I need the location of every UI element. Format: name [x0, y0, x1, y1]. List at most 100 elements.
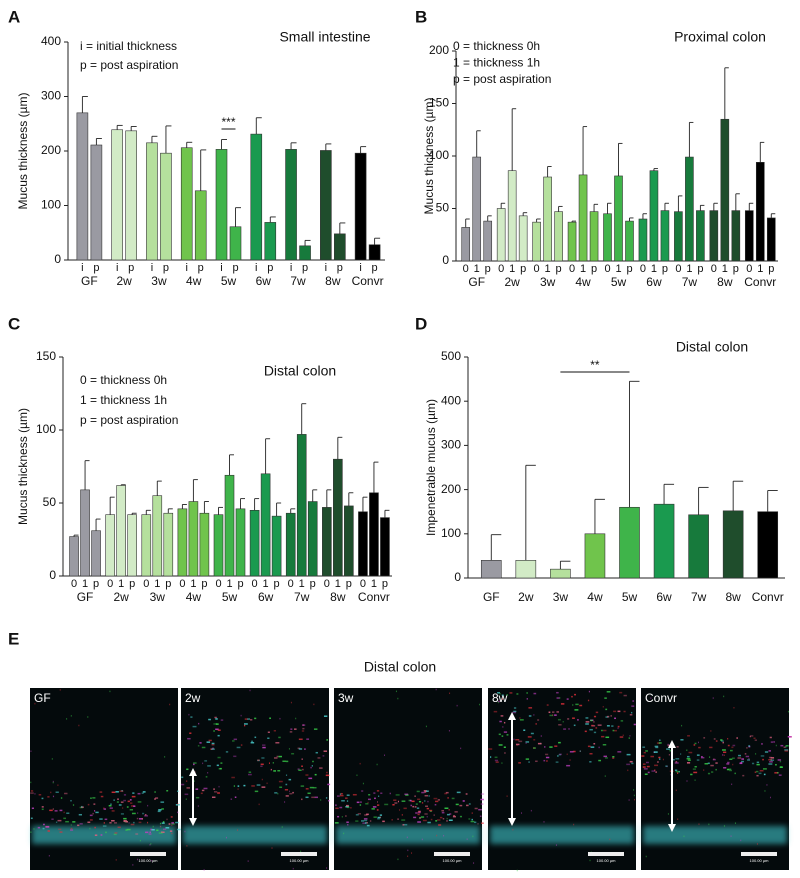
bar-sub-label: i — [151, 262, 153, 274]
speckle — [111, 810, 115, 812]
speckle — [377, 816, 381, 819]
speckle — [642, 763, 646, 765]
speckle — [715, 768, 717, 771]
speckle — [656, 742, 661, 744]
speckle — [499, 692, 501, 695]
speckle — [260, 765, 263, 768]
speckle — [577, 719, 579, 721]
speckle — [217, 792, 220, 794]
speckle — [114, 832, 118, 834]
bar — [472, 156, 482, 262]
scale-bar — [281, 852, 317, 856]
speckle — [156, 829, 159, 832]
speckle — [688, 751, 693, 754]
speckle — [190, 716, 193, 718]
speckle — [678, 770, 680, 773]
speckle — [713, 758, 715, 760]
speckle — [159, 825, 162, 828]
x-tick-label: 7w — [290, 274, 306, 288]
speckle — [527, 736, 532, 738]
speckle — [123, 820, 125, 822]
speckle — [572, 704, 574, 706]
speckle — [63, 817, 67, 820]
speckle — [701, 756, 705, 759]
speckle — [665, 765, 668, 767]
speckle — [70, 799, 72, 802]
speckle — [397, 800, 399, 803]
speckle — [356, 774, 358, 777]
speckle — [306, 738, 310, 740]
speckle — [111, 820, 115, 822]
speckle — [151, 859, 153, 862]
speckle — [305, 796, 309, 799]
speckle — [220, 719, 224, 721]
speckle — [290, 701, 292, 704]
speckle — [215, 723, 219, 725]
speckle — [92, 797, 96, 799]
speckle — [406, 836, 408, 839]
speckle — [133, 821, 135, 824]
speckle — [675, 761, 678, 763]
speckle — [37, 826, 41, 829]
speckle — [366, 824, 370, 827]
speckle — [43, 823, 45, 826]
bar-sub-label: 0 — [288, 578, 294, 590]
speckle — [770, 741, 774, 743]
speckle — [633, 798, 635, 801]
panel-letter: B — [415, 7, 427, 26]
speckle — [560, 703, 565, 705]
speckle — [99, 818, 103, 820]
speckle — [307, 792, 311, 795]
epithelium-band — [336, 826, 480, 844]
speckle — [445, 791, 449, 794]
x-tick-label: 8w — [717, 275, 733, 289]
speckle — [417, 821, 421, 823]
speckle — [533, 739, 536, 741]
speckle — [723, 751, 727, 754]
legend-text: 0 = thickness 0h — [80, 373, 167, 387]
bar — [188, 501, 199, 577]
speckle — [120, 813, 124, 815]
bar — [480, 560, 502, 579]
bar — [320, 150, 332, 261]
speckle — [103, 808, 107, 810]
speckle — [552, 711, 555, 713]
speckle — [207, 771, 209, 774]
speckle — [681, 724, 683, 727]
speckle — [319, 767, 323, 769]
speckle — [109, 690, 111, 693]
speckle — [407, 855, 409, 858]
speckle — [58, 828, 62, 831]
x-tick-label: GF — [81, 274, 98, 288]
bar-sub-label: 0 — [107, 578, 113, 590]
y-tick-label: 400 — [441, 393, 461, 407]
bar — [638, 218, 648, 262]
speckle — [579, 704, 583, 707]
speckle — [301, 765, 303, 767]
speckle — [723, 767, 727, 769]
speckle — [123, 817, 127, 820]
bar-sub-label: 0 — [252, 578, 258, 590]
speckle — [619, 736, 624, 738]
speckle — [480, 822, 484, 824]
speckle — [66, 718, 68, 720]
speckle — [211, 742, 215, 745]
speckle — [352, 793, 357, 796]
speckle — [769, 761, 773, 763]
bar — [653, 503, 675, 579]
speckle — [30, 817, 33, 820]
speckle — [87, 803, 90, 806]
speckle — [585, 717, 589, 719]
speckle — [417, 813, 420, 816]
speckle — [526, 698, 528, 700]
speckle — [687, 759, 691, 762]
speckle — [171, 832, 173, 835]
speckle — [572, 717, 575, 719]
speckle — [254, 717, 257, 720]
epithelium-band — [643, 826, 787, 844]
bar-sub-label: i — [325, 262, 327, 274]
speckle — [493, 710, 498, 713]
speckle — [768, 750, 771, 752]
y-tick-label: 0 — [454, 570, 461, 584]
speckle — [138, 818, 143, 820]
